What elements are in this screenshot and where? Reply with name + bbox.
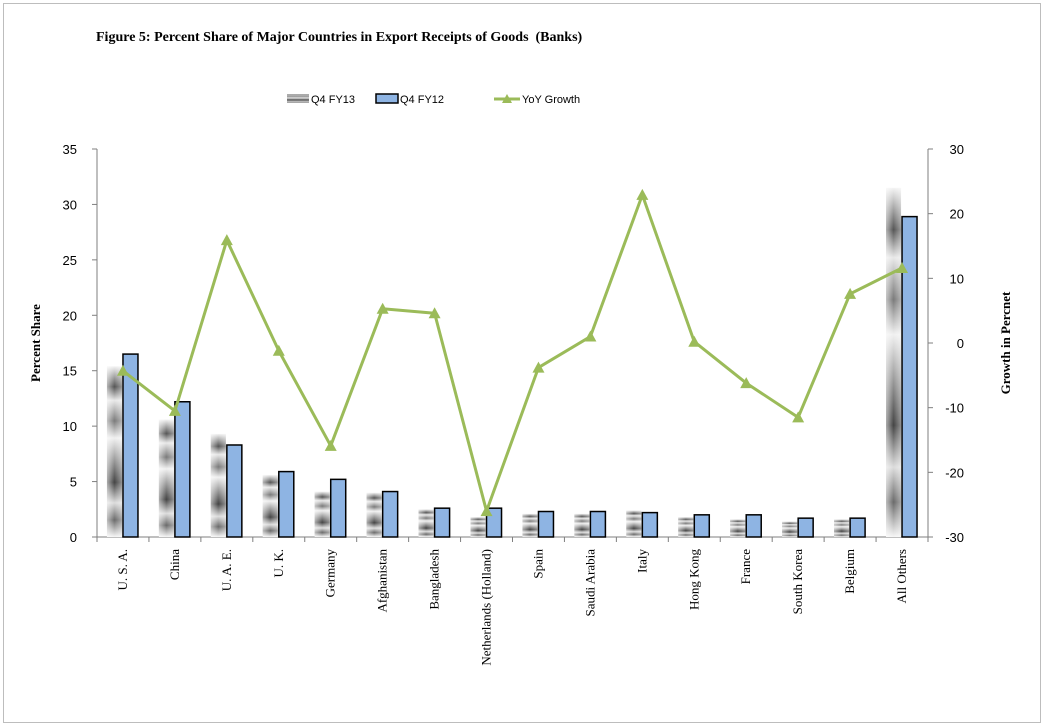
left-tick-label: 35 [63,142,77,157]
category-label-hong-kong: Hong Kong [686,549,701,611]
right-tick-label: -20 [945,465,964,480]
left-tick-label: 5 [70,475,77,490]
bar-q4fy13-sheen-saudi-arabia [574,513,590,537]
growth-marker-china [168,404,181,416]
right-tick-label: 0 [957,336,964,351]
left-tick-label: 30 [63,197,77,212]
bar-q4fy12-belgium [849,517,866,538]
bar-q4fy13-sheen-south-korea [782,521,798,537]
growth-marker-afghanistan [376,302,389,314]
bar-q4fy12-italy [641,511,659,538]
left-tick-label: 20 [63,308,77,323]
legend-yoy-growth-label: YoY Growth [522,94,580,106]
bar-q4fy13-sheen-spain [522,513,538,537]
growth-line [116,188,909,517]
right-tick-label: 30 [950,142,964,157]
growth-marker-italy [636,188,649,200]
growth-marker-u-s-a [116,364,129,376]
bar-q4fy12-france [745,514,762,538]
bar-q4fy13-sheen-u-k [262,474,278,537]
growth-marker-france [740,377,753,389]
left-tick-label: 0 [70,530,77,545]
category-label-germany: Germany [323,549,338,598]
left-tick-label: 15 [63,364,77,379]
bar-q4fy13-sheen-china [158,419,174,537]
right-tick-label: -30 [945,530,964,545]
bar-q4fy12-all-others [901,215,918,538]
right-tick-label: 10 [950,271,964,286]
category-label-u-s-a: U. S. A. [115,549,130,591]
category-label-u-a-e: U. A. E. [219,549,234,591]
category-label-saudi-arabia: Saudi Arabia [582,549,597,617]
growth-marker-belgium [844,287,857,299]
y-axis-title: Percent Share [28,304,43,382]
legend: Q4 FY13 Q4 FY12 YoY Growth [287,93,580,106]
left-tick-label: 25 [63,253,77,268]
bar-q4fy12-germany [329,478,347,538]
bar-q4fy13-sheen-france [730,519,746,537]
bar-q4fy12-saudi-arabia [589,510,607,538]
bar-q4fy13-sheen-belgium [834,519,850,537]
bar-q4fy13-sheen-all-others [886,187,902,538]
growth-marker-u-a-e [220,234,233,246]
chart-frame: Figure 5: Percent Share of Major Countri… [3,3,1041,723]
bar-q4fy13-sheen-germany [314,491,330,537]
bar-q4fy12-bangladesh [433,507,451,538]
category-label-u-k: U. K. [271,549,286,578]
growth-marker-bangladesh [428,307,441,319]
chart-title: Figure 5: Percent Share of Major Countri… [96,30,583,45]
bar-q4fy12-south-korea [797,517,814,538]
legend-yoy-growth-marker [502,94,512,103]
bar-q4fy13-sheen-u-s-a [106,366,122,537]
category-label-afghanistan: Afghanistan [375,549,390,613]
category-label-netherlands-holland: Netherlands (Holland) [479,549,494,666]
bar-q4fy12-afghanistan [381,490,399,538]
category-label-italy: Italy [634,549,649,573]
bar-q4fy12-u-k [278,470,295,538]
growth-marker-germany [324,439,337,451]
category-label-china: China [167,549,182,580]
bar-q4fy13-sheen-hong-kong [678,517,694,537]
y2-axis-title: Growth in Percnet [998,291,1013,394]
legend-q4-fy12-label: Q4 FY12 [400,94,444,106]
bar-q4fy13-sheen-netherlands-holland [470,517,486,537]
bar-q4fy13-sheen-afghanistan [366,492,382,537]
bar-q4fy13-sheen-italy [626,510,642,537]
growth-marker-south-korea [792,411,805,423]
growth-marker-all-others [896,261,909,273]
bar-q4fy12-spain [537,510,555,538]
growth-line-path [122,193,903,513]
category-label-south-korea: South Korea [790,549,805,615]
left-tick-label: 10 [63,419,77,434]
bar-q4fy12-china [174,401,191,538]
growth-marker-spain [532,361,545,373]
legend-q4-fy13-swatch [287,94,309,103]
labels: 0 5 10 15 20 25 30 35 -30 -20 -10 0 10 20 30 Percent Sh… [28,142,1013,666]
bar-q4fy13-sheen-u-a-e [210,433,226,537]
legend-q4-fy12-swatch [375,93,399,104]
right-tick-label: 20 [950,207,964,222]
growth-marker-hong-kong [688,335,701,347]
category-label-bangladesh: Bangladesh [427,549,442,610]
category-label-all-others: All Others [894,549,909,604]
category-label-france: France [738,549,753,585]
bar-q4fy12-hong-kong [693,514,711,538]
bar-q4fy12-u-s-a [122,353,139,538]
bar-q4fy12-u-a-e [226,444,243,538]
growth-marker-saudi-arabia [584,330,597,342]
legend-q4-fy13-label: Q4 FY13 [311,94,355,106]
bar-q4fy13-sheen-bangladesh [418,509,434,537]
category-label-belgium: Belgium [842,549,857,594]
right-tick-label: -10 [945,401,964,416]
category-label-spain: Spain [530,549,545,579]
growth-marker-netherlands-holland [480,505,493,517]
growth-marker-u-k [272,344,285,356]
